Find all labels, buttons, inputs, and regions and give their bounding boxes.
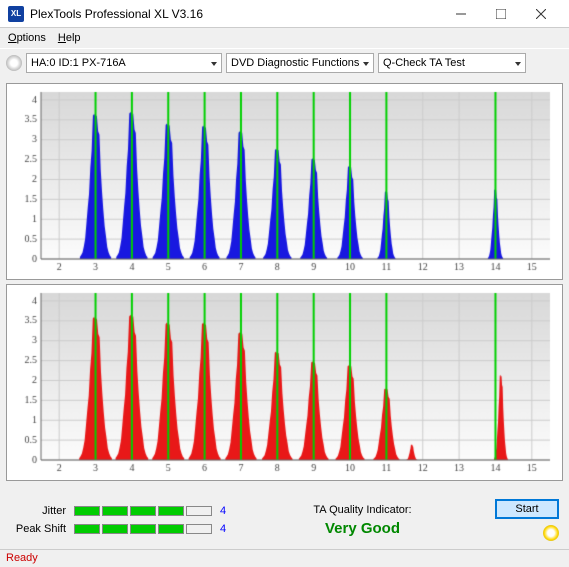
peakshift-row: Peak Shift 4: [10, 523, 230, 535]
quality-indicator: TA Quality Indicator: Very Good: [250, 504, 475, 537]
titlebar: XL PlexTools Professional XL V3.16: [0, 0, 569, 28]
quality-bar: [102, 506, 128, 516]
chart-bottom: [6, 284, 563, 481]
quality-bar: [158, 524, 184, 534]
disc-icon[interactable]: [543, 525, 559, 541]
functions-dropdown[interactable]: DVD Diagnostic Functions: [226, 53, 374, 73]
quality-bar: [130, 524, 156, 534]
quality-bar: [158, 506, 184, 516]
peakshift-label: Peak Shift: [10, 523, 66, 535]
maximize-button[interactable]: [481, 0, 521, 28]
charts-area: [0, 77, 569, 491]
jitter-value: 4: [220, 505, 230, 517]
test-dropdown[interactable]: Q-Check TA Test: [378, 53, 526, 73]
footer-panel: Jitter 4 Peak Shift 4 TA Quality Indicat…: [0, 491, 569, 549]
test-dropdown-label: Q-Check TA Test: [383, 57, 465, 69]
minimize-button[interactable]: [441, 0, 481, 28]
chart-top: [6, 83, 563, 280]
peakshift-bars: [74, 524, 212, 534]
functions-dropdown-label: DVD Diagnostic Functions: [231, 57, 359, 69]
button-column: Start: [495, 499, 559, 541]
quality-bar: [102, 524, 128, 534]
metrics: Jitter 4 Peak Shift 4: [10, 505, 230, 535]
menu-help[interactable]: Help: [58, 32, 81, 44]
menu-options[interactable]: Options: [8, 32, 46, 44]
toolbar: HA:0 ID:1 PX-716A DVD Diagnostic Functio…: [0, 48, 569, 77]
quality-value: Very Good: [250, 520, 475, 537]
start-button[interactable]: Start: [495, 499, 559, 519]
status-bar: Ready: [0, 549, 569, 567]
quality-bar: [186, 524, 212, 534]
close-button[interactable]: [521, 0, 561, 28]
app-icon: XL: [8, 6, 24, 22]
drive-dropdown-label: HA:0 ID:1 PX-716A: [31, 57, 126, 69]
drive-dropdown[interactable]: HA:0 ID:1 PX-716A: [26, 53, 222, 73]
quality-bar: [74, 506, 100, 516]
jitter-row: Jitter 4: [10, 505, 230, 517]
window-controls: [441, 0, 561, 28]
quality-bar: [74, 524, 100, 534]
drive-icon: [6, 55, 22, 71]
start-button-label: Start: [515, 503, 538, 515]
quality-bar: [130, 506, 156, 516]
jitter-label: Jitter: [10, 505, 66, 517]
quality-label: TA Quality Indicator:: [250, 504, 475, 516]
jitter-bars: [74, 506, 212, 516]
peakshift-value: 4: [220, 523, 230, 535]
window-title: PlexTools Professional XL V3.16: [30, 7, 441, 21]
menubar: Options Help: [0, 28, 569, 48]
quality-bar: [186, 506, 212, 516]
